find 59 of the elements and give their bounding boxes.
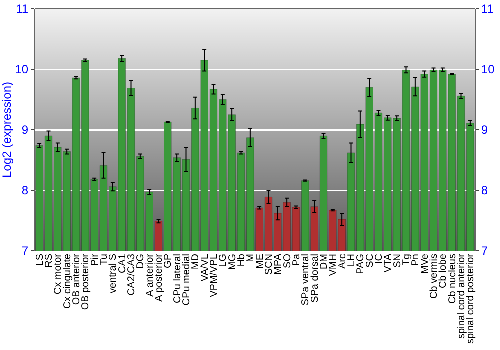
x-tick-label: MG	[227, 254, 238, 270]
x-tick-label: CPu medial	[182, 254, 192, 306]
x-tick-label: LH	[346, 254, 358, 267]
x-tick-label: Pa	[292, 254, 302, 266]
x-tick-label: VTA	[383, 254, 394, 273]
y2-tick-label: 9	[481, 123, 488, 138]
x-tick-label: SPa dorsal	[310, 254, 321, 303]
y2-tick-label: 10	[481, 62, 496, 77]
x-tick-label: MD	[190, 254, 202, 270]
x-tick-label: CA2/CA3	[126, 254, 138, 296]
x-tick-label: spinal cord posterior	[466, 253, 477, 344]
x-tick-label: SPa ventral	[300, 254, 312, 306]
x-tick-label: Tu	[99, 254, 110, 266]
x-tick-label: Cx motor	[53, 253, 64, 295]
x-tick-label: Cx cingulate	[62, 254, 74, 310]
x-tick-label: ME	[254, 254, 266, 269]
x-tick-label: CA1	[117, 254, 128, 274]
y2-tick-label: 8	[481, 184, 488, 198]
x-tick-label: M	[246, 254, 257, 262]
x-tick-label: OB anterior	[72, 253, 82, 306]
x-tick-label: Pn	[410, 254, 422, 266]
x-tick-label: SCN	[264, 254, 275, 276]
x-tick-label: CPu lateral	[172, 254, 184, 304]
x-tick-label: Pir	[90, 253, 101, 266]
y-axis-title: Log2 (expression)	[0, 82, 14, 178]
x-tick-label: ventral S	[108, 254, 120, 294]
y2-tick-label: 11	[481, 2, 494, 16]
x-tick-label: DG	[136, 254, 147, 269]
x-tick-label: VPM/VPL	[209, 254, 220, 298]
x-tick-label: Arc	[337, 254, 348, 269]
x-tick-label: Cb vermis	[429, 254, 440, 300]
x-tick-label: Cb nucleus	[447, 254, 458, 304]
x-tick-label: A posterior	[154, 253, 165, 302]
x-tick-label: OB posterior	[80, 253, 92, 310]
x-tick-label: SN	[392, 254, 404, 268]
y-tick-label: 8	[22, 184, 29, 198]
x-tick-label: DM	[319, 254, 330, 270]
x-tick-label: MPA	[273, 254, 284, 275]
x-tick-label: VMH	[328, 254, 340, 276]
y-tick-label: 9	[22, 123, 29, 138]
x-tick-label: spinal cord anterior	[456, 253, 468, 340]
x-tick-label: GP	[163, 254, 174, 268]
y-tick-label: 11	[16, 2, 29, 16]
x-tick-label: Hb	[236, 254, 248, 267]
x-tick-label: Tg	[402, 254, 412, 266]
y-tick-label: 7	[22, 244, 29, 258]
x-tick-label: A anterior	[144, 253, 156, 297]
x-tick-label: Cb lobe	[438, 254, 450, 288]
y2-tick-label: 7	[481, 244, 488, 258]
x-tick-label: RS	[44, 254, 55, 268]
x-tick-label: PAG	[356, 254, 367, 274]
x-tick-label: LG	[218, 254, 230, 268]
y-tick-label: 10	[15, 62, 29, 77]
x-tick-label: IC	[374, 254, 385, 264]
x-tick-label: LS	[34, 254, 46, 266]
x-tick-label: VA/VL	[200, 254, 211, 282]
x-tick-label: SO	[282, 254, 294, 268]
x-tick-label: SC	[364, 254, 376, 268]
x-tick-label: MVe	[420, 254, 431, 274]
